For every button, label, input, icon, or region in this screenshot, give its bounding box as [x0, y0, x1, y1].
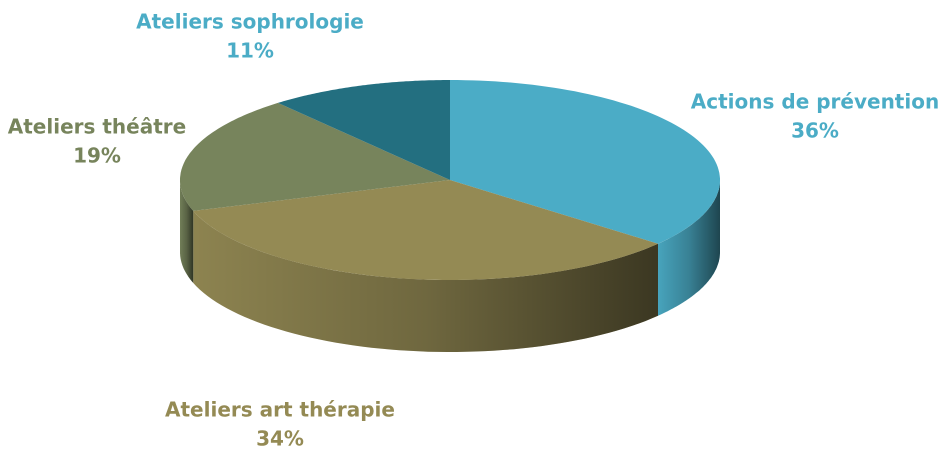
data-label-name: Ateliers sophrologie	[136, 10, 364, 34]
slice	[450, 80, 720, 244]
slice	[180, 102, 450, 211]
slice	[277, 80, 450, 180]
slice-side-shade	[193, 210, 658, 352]
data-label-name: Ateliers art thérapie	[165, 398, 395, 422]
data-label-value: 19%	[73, 144, 121, 168]
data-label-name: Actions de prévention	[691, 90, 939, 114]
data-label-value: 36%	[791, 119, 839, 143]
slice-side-shade	[658, 180, 720, 316]
data-label-value: 34%	[256, 427, 304, 451]
slice	[193, 180, 658, 280]
data-label-value: 11%	[226, 39, 274, 63]
slice-side-shade	[180, 180, 194, 283]
data-label-name: Ateliers théâtre	[8, 115, 186, 139]
